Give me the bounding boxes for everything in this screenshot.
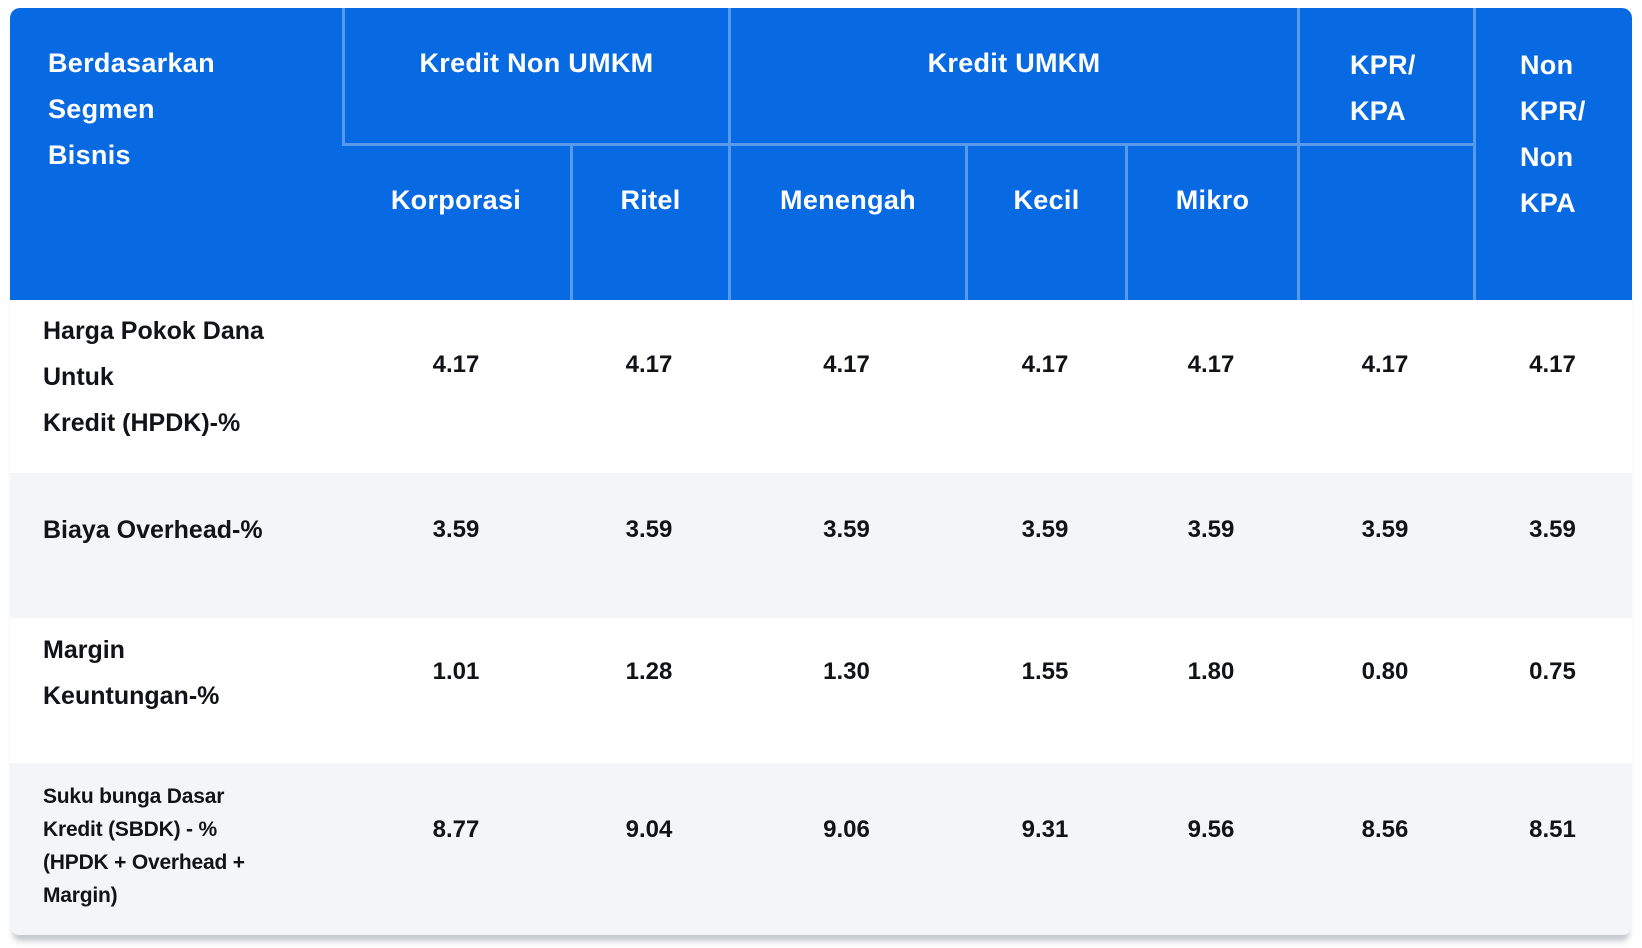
table-cell: 9.31 — [1021, 816, 1069, 843]
table-row-sbdk: Suku bunga Dasar Kredit (SBDK) - % (HPDK… — [10, 763, 1632, 935]
table-cell: 1.01 — [432, 658, 480, 685]
table-cell: 4.17 — [1187, 351, 1235, 378]
table-cell: 1.80 — [1187, 658, 1235, 685]
header-subcell-kecil: Kecil — [965, 146, 1125, 300]
table-cell: 3.59 — [1187, 516, 1235, 543]
table-cell: 3.59 — [1021, 516, 1069, 543]
header-subcell-kpr-kpa-empty — [1297, 146, 1473, 300]
table-cell: 3.59 — [1361, 516, 1409, 543]
table-cell: 1.30 — [823, 658, 870, 685]
table-cell: 8.56 — [1361, 816, 1409, 843]
header-cell-business-segment: Berdasarkan Segmen Bisnis — [48, 48, 215, 170]
sbdk-rate-table-card: Berdasarkan Segmen Bisnis Kredit Non UMK… — [10, 8, 1632, 935]
table-cell: 0.75 — [1529, 658, 1576, 685]
table-cell: 8.77 — [432, 816, 480, 843]
table-cell: 4.17 — [625, 351, 673, 378]
table-cell: 4.17 — [823, 351, 870, 378]
header-group-kredit-non-umkm: Kredit Non UMKM — [342, 8, 728, 146]
table-body: Harga Pokok Dana Untuk Kredit (HPDK)-% 4… — [10, 300, 1632, 935]
table-row-margin-keuntungan: Margin Keuntungan-% 1.01 1.28 1.30 1.55 … — [10, 618, 1632, 763]
table-cell: 0.80 — [1361, 658, 1409, 685]
table-cell: 8.51 — [1529, 816, 1576, 843]
table-cell: 4.17 — [432, 351, 480, 378]
row-label: Biaya Overhead-% — [43, 516, 263, 544]
table-cell: 9.04 — [625, 816, 673, 843]
header-subcell-menengah: Menengah — [728, 146, 965, 300]
table-cell: 4.17 — [1021, 351, 1069, 378]
table-cell: 3.59 — [432, 516, 480, 543]
table-cell: 3.59 — [1529, 516, 1576, 543]
table-cell: 3.59 — [823, 516, 870, 543]
row-label: Suku bunga Dasar Kredit (SBDK) - % (HPDK… — [43, 785, 245, 907]
header-subcell-korporasi: Korporasi — [390, 185, 522, 215]
row-label: Harga Pokok Dana Untuk Kredit (HPDK)-% — [43, 317, 264, 437]
row-label: Margin Keuntungan-% — [43, 636, 220, 710]
table-cell: 4.17 — [1361, 351, 1409, 378]
header-subcell-ritel: Ritel — [570, 146, 728, 300]
table-row-biaya-overhead: Biaya Overhead-% 3.59 3.59 3.59 3.59 3.5… — [10, 473, 1632, 618]
header-subcell-mikro: Mikro — [1125, 146, 1297, 300]
table-cell: 1.28 — [625, 658, 673, 685]
table-row-hpdk: Harga Pokok Dana Untuk Kredit (HPDK)-% 4… — [10, 300, 1632, 473]
header-group-kredit-umkm: Kredit UMKM — [728, 8, 1297, 146]
table-cell: 3.59 — [625, 516, 673, 543]
table-cell: 1.55 — [1021, 658, 1069, 685]
table-cell: 9.56 — [1187, 816, 1235, 843]
header-cell-kpr-kpa: KPR/ KPA — [1297, 8, 1473, 146]
header-cell-non-kpr-non-kpa: Non KPR/ Non KPA — [1473, 8, 1632, 300]
table-header: Berdasarkan Segmen Bisnis Kredit Non UMK… — [10, 8, 1632, 300]
table-cell: 9.06 — [823, 816, 870, 843]
table-cell: 4.17 — [1529, 351, 1576, 378]
